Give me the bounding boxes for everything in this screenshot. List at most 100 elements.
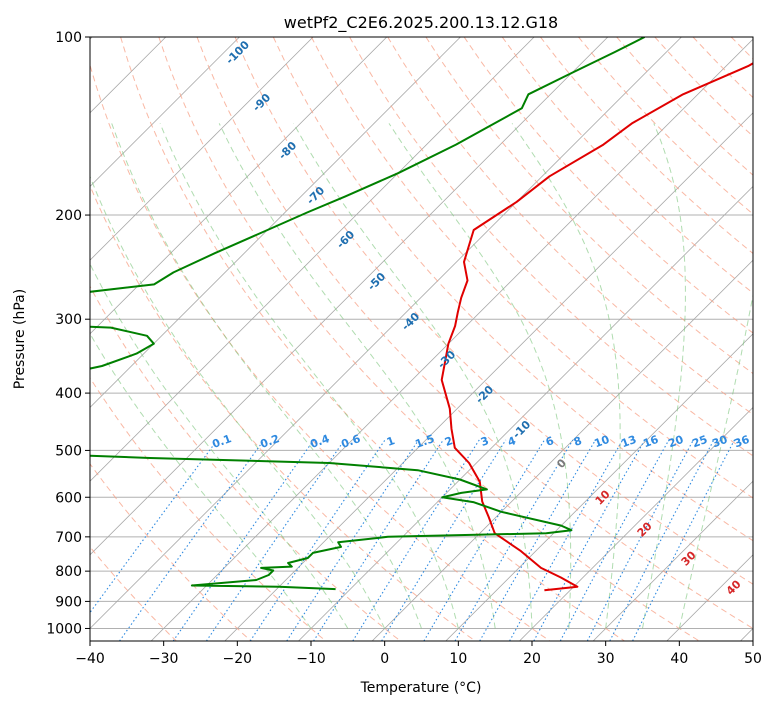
isotherm-line (90, 37, 682, 630)
isotherm-line (90, 37, 609, 556)
x-tick-label: −40 (75, 651, 105, 667)
mixing-ratio-label: 8 (572, 434, 584, 449)
mixing-ratio-label: 20 (666, 433, 685, 451)
y-tick-label: 400 (55, 386, 82, 402)
x-tick-label: 50 (744, 651, 762, 667)
mixing-ratio-label: 3 (479, 434, 491, 449)
mixing-ratio-label: 4 (506, 434, 518, 449)
x-tick-label: −20 (223, 651, 253, 667)
y-tick-label: 300 (55, 312, 82, 328)
isotherm-line (519, 406, 753, 641)
isotherm-line (445, 333, 753, 641)
y-tick-label: 800 (55, 564, 82, 580)
y-axis-title: Pressure (hPa) (12, 289, 28, 389)
x-tick-label: 30 (597, 651, 615, 667)
dry-adiabat-line (272, 37, 753, 542)
moist-adiabat-line (90, 175, 386, 629)
moist-adiabat-line (642, 123, 686, 629)
dry-adiabats (90, 37, 753, 641)
y-axis-ticks: 100 200 300 400 500 600 700 800 900 1000 (46, 30, 90, 637)
isotherm-line (371, 259, 753, 641)
mixing-ratio-line (205, 439, 346, 641)
y-tick-label: 1000 (46, 621, 82, 637)
mixing-ratio-label: 1 (385, 434, 397, 449)
dewpoint-line (90, 37, 646, 591)
mixing-ratio-line (533, 439, 646, 641)
y-tick-label: 700 (55, 530, 82, 546)
dry-adiabat-line (90, 184, 476, 641)
isotherm-line (90, 37, 535, 482)
mixing-ratio-label: 6 (544, 434, 556, 449)
mixing-ratio-label: 0.4 (308, 432, 331, 451)
dry-adiabat-line (158, 37, 700, 641)
isotherm-line (150, 38, 753, 641)
mixing-ratio-line (172, 439, 315, 641)
mixing-ratio-lines (90, 439, 735, 641)
mixing-ratio-label: 25 (690, 433, 709, 450)
mixing-ratio-label: 10 (592, 433, 611, 451)
mixing-ratio-label: 16 (641, 433, 660, 451)
mixing-ratio-label: 0.6 (339, 432, 362, 451)
moist-adiabat-line (90, 262, 349, 629)
moist-adiabat-line (218, 123, 496, 629)
mixing-ratio-line (286, 439, 420, 641)
y-tick-label: 900 (55, 594, 82, 610)
mixing-ratio-line (632, 439, 735, 641)
dry-adiabat-line (234, 37, 753, 585)
y-tick-label: 600 (55, 490, 82, 506)
mixing-ratio-line (249, 439, 386, 641)
mixing-ratio-label: 36 (732, 433, 751, 451)
dry-adiabat-line (90, 63, 551, 641)
mixing-ratio-label: 1.5 (413, 432, 436, 451)
mixing-ratio-label: 0.1 (210, 432, 233, 451)
moist-adiabat-line (293, 123, 533, 629)
x-tick-label: −10 (296, 651, 326, 667)
moist-adiabats (90, 123, 753, 629)
mixing-ratio-label: 13 (619, 433, 638, 450)
y-tick-label: 500 (55, 443, 82, 459)
moist-adiabat-line (388, 123, 572, 629)
dry-adiabat-line (310, 37, 753, 499)
isotherm-line (90, 37, 388, 335)
moist-adiabat-line (111, 123, 422, 629)
mixing-ratio-line (313, 439, 444, 641)
y-tick-label: 200 (55, 208, 82, 224)
x-axis-title: Temperature (°C) (360, 680, 482, 696)
mixing-ratio-line (423, 439, 545, 641)
isotherm-line (90, 37, 314, 261)
mixing-ratio-label: 2 (443, 434, 455, 449)
mixing-ratio-line (381, 439, 507, 641)
moist-adiabat-line (678, 292, 753, 629)
mixing-ratio-line (90, 439, 218, 614)
x-tick-label: 40 (670, 651, 688, 667)
dry-adiabat-line (90, 463, 252, 641)
isotherm-line (90, 37, 461, 409)
isotherm-line (224, 112, 753, 641)
chart-title: wetPf2_C2E6.2025.200.13.12.G18 (284, 13, 558, 33)
mixing-ratio-label: 30 (710, 433, 729, 451)
y-tick-label: 100 (55, 30, 82, 46)
mixing-ratio-line (479, 439, 596, 641)
isotherm-line (90, 37, 240, 188)
moist-adiabat-line (159, 123, 459, 629)
x-tick-label: −30 (149, 651, 179, 667)
x-axis-ticks: −40 −30 −20 −10 0 10 20 30 40 50 (75, 641, 762, 667)
x-tick-label: 0 (380, 651, 389, 667)
sounding-lines (90, 37, 753, 592)
mixing-ratio-label: 0.2 (258, 432, 281, 451)
temperature-line (440, 62, 753, 592)
x-tick-label: 10 (449, 651, 467, 667)
mixing-ratio-line (352, 439, 480, 641)
mixing-ratio-line (454, 439, 574, 641)
dry-adiabat-line (196, 37, 753, 630)
dry-adiabat-line (463, 37, 753, 334)
plot-frame (89, 36, 754, 642)
mixing-ratio-line (509, 439, 624, 641)
moist-adiabat-line (90, 332, 312, 629)
plot-area: -100-90-80-70-60-50-40-30-20-10010203040… (90, 37, 753, 641)
isotherm-line (592, 480, 753, 641)
dry-adiabat-line (90, 285, 401, 641)
x-tick-label: 20 (523, 651, 541, 667)
